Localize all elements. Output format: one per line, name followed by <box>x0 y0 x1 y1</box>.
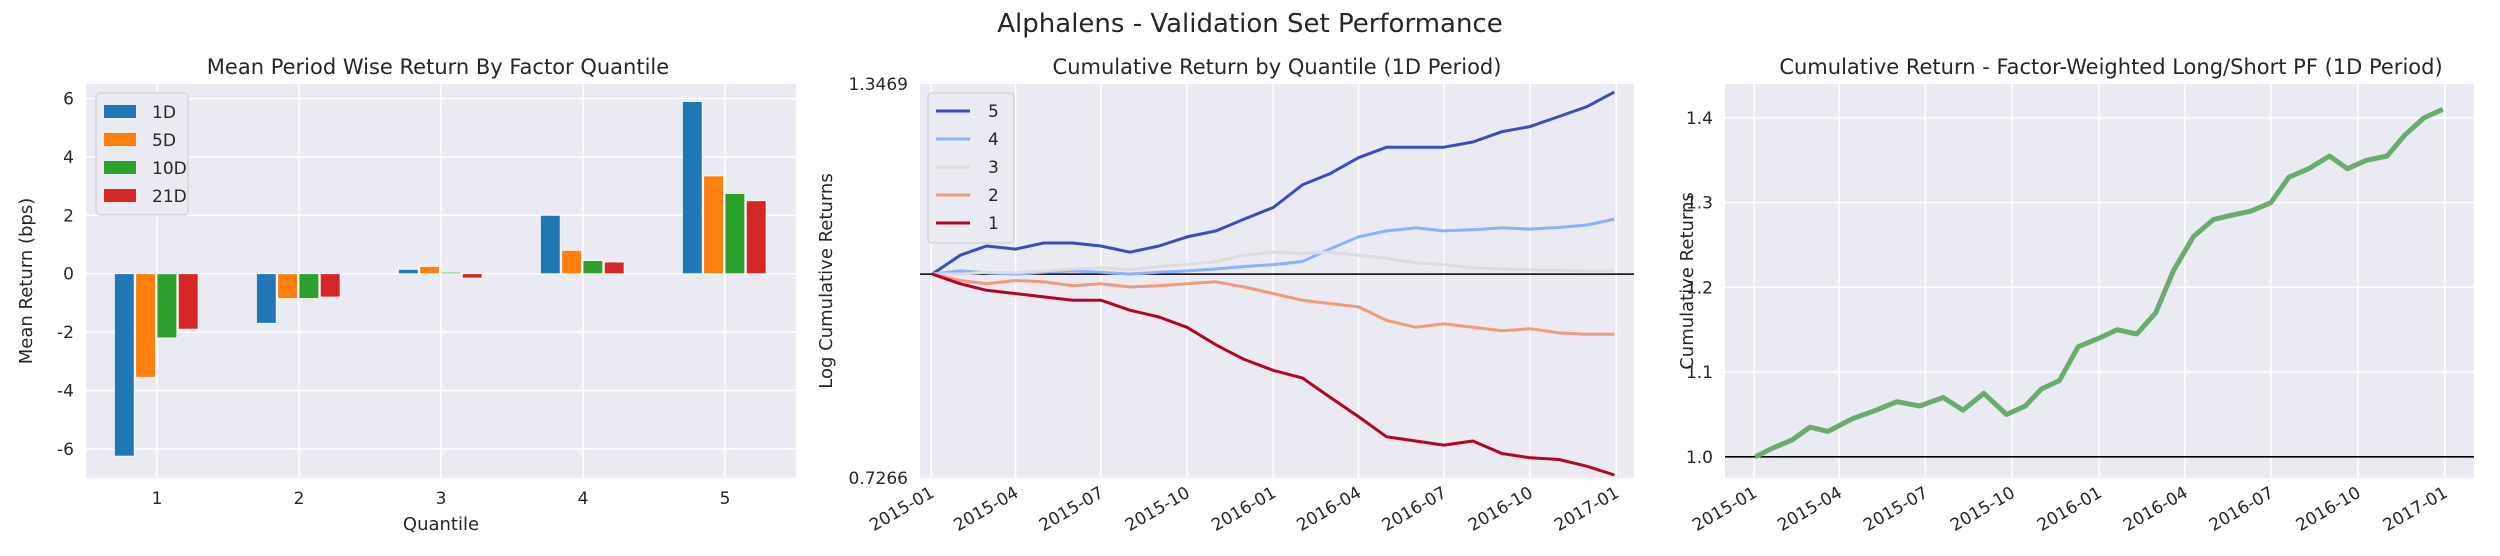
bar-10D-q5 <box>724 193 746 275</box>
x-tick-label: 2015-07 <box>1860 483 1932 536</box>
series-line-q3 <box>932 250 1615 276</box>
legend-label: 5D <box>152 131 176 151</box>
x-tick-label: 5 <box>720 489 731 509</box>
legend-label: 3 <box>988 158 999 178</box>
y-tick-label: 1.3469 <box>849 75 908 95</box>
x-tick-label: 2017-01 <box>1551 483 1623 536</box>
bar-10D-q1 <box>156 273 178 339</box>
x-tick-label: 1 <box>152 489 163 509</box>
bar-21D-q4 <box>603 261 625 275</box>
bar-1D-q1 <box>114 273 135 457</box>
y-axis-label: Mean Return (bps) <box>16 198 37 365</box>
bar-21D-q2 <box>319 273 341 298</box>
chart-quantile-returns: Mean Period Wise Return By Factor Quanti… <box>16 55 796 535</box>
legend-swatch <box>104 161 136 174</box>
legend-box <box>95 92 189 216</box>
bar-5D-q2 <box>277 273 298 299</box>
bar-1D-q3 <box>397 268 419 275</box>
y-axis-label: Log Cumulative Returns <box>816 173 837 388</box>
legend-swatch <box>104 133 136 146</box>
y-tick-label: 1.2 <box>1686 278 1713 298</box>
x-tick-label: 2016-01 <box>1208 483 1280 536</box>
bar-21D-q5 <box>745 200 767 275</box>
x-tick-label: 2016-07 <box>1379 483 1451 536</box>
legend-label: 21D <box>152 187 187 207</box>
y-tick-label: -2 <box>57 323 74 343</box>
y-tick-label: 1.4 <box>1686 109 1713 129</box>
x-tick-label: 2015-01 <box>866 483 938 536</box>
x-tick-label: 2016-04 <box>2120 483 2192 536</box>
series-line-q1 <box>931 272 1615 477</box>
x-tick-label: 2015-07 <box>1036 483 1108 536</box>
bar-5D-q4 <box>561 249 582 275</box>
x-tick-label: 2015-10 <box>1122 483 1194 536</box>
bar-10D-q3 <box>440 271 462 275</box>
legend-label: 1 <box>988 214 999 234</box>
legend-swatch <box>104 189 136 202</box>
x-tick-label: 2016-04 <box>1294 483 1366 536</box>
y-tick-label: 1.0 <box>1686 448 1713 468</box>
suptitle: Alphalens - Validation Set Performance <box>997 9 1502 39</box>
x-tick-label: 2017-01 <box>2380 483 2452 536</box>
chart-quantile-returns-title: Mean Period Wise Return By Factor Quanti… <box>207 55 669 79</box>
bar-21D-q1 <box>177 273 199 330</box>
legend: 5 4 3 2 1 <box>927 92 1015 244</box>
bar-10D-q4 <box>582 260 604 275</box>
y-tick-label: -6 <box>57 440 74 460</box>
y-axis-label: Cumulative Returns <box>1677 192 1698 370</box>
y-tick-label: -4 <box>57 381 74 401</box>
legend-label: 4 <box>988 130 999 150</box>
chart-cumulative-by-quantile-title: Cumulative Return by Quantile (1D Period… <box>1053 55 1502 79</box>
bar-1D-q2 <box>255 273 277 324</box>
x-tick-label: 2015-04 <box>951 483 1023 536</box>
bar-21D-q3 <box>461 273 483 279</box>
legend-swatch <box>104 105 136 118</box>
legend-label: 1D <box>152 103 176 123</box>
x-tick-label: 2016-10 <box>1465 483 1537 536</box>
x-axis-label: Quantile <box>403 514 479 535</box>
bar-5D-q5 <box>703 175 724 275</box>
series-line-q2 <box>931 272 1615 336</box>
x-tick-label: 3 <box>436 489 447 509</box>
chart-cumulative-by-quantile: Cumulative Return by Quantile (1D Period… <box>816 55 1634 536</box>
bar-1D-q5 <box>682 101 703 275</box>
x-tick-label: 2016-07 <box>2206 483 2278 536</box>
x-tick-label: 2015-01 <box>1689 483 1761 536</box>
y-tick-label: 1.3 <box>1686 194 1713 214</box>
y-tick-label: 6 <box>63 90 74 110</box>
legend: 1D 5D 10D 21D <box>95 92 189 216</box>
bar-10D-q2 <box>298 273 320 299</box>
legend-label: 5 <box>988 102 999 122</box>
y-tick-label: 1.1 <box>1686 363 1713 383</box>
y-tick-label: 4 <box>63 148 74 168</box>
bar-1D-q4 <box>540 214 561 275</box>
x-tick-label: 2015-04 <box>1774 483 1846 536</box>
x-tick-label: 2015-10 <box>1947 483 2019 536</box>
y-tick-label: 0.7266 <box>849 469 908 489</box>
x-tick-label: 2016-01 <box>2034 483 2106 536</box>
series-line-long-short <box>1754 107 2444 460</box>
legend-label: 10D <box>152 159 187 179</box>
x-tick-label: 2016-10 <box>2293 483 2365 536</box>
bar-5D-q3 <box>419 266 440 275</box>
chart-long-short-pf: Cumulative Return - Factor-Weighted Long… <box>1677 55 2474 536</box>
x-tick-label: 4 <box>578 489 589 509</box>
legend-box <box>927 92 1015 244</box>
y-tick-label: 0 <box>63 265 74 285</box>
chart-long-short-pf-title: Cumulative Return - Factor-Weighted Long… <box>1779 55 2442 79</box>
bar-5D-q1 <box>135 273 156 378</box>
series-line-q5 <box>931 90 1616 276</box>
legend-label: 2 <box>988 186 999 206</box>
y-tick-label: 2 <box>63 206 74 226</box>
x-tick-label: 2 <box>294 489 305 509</box>
